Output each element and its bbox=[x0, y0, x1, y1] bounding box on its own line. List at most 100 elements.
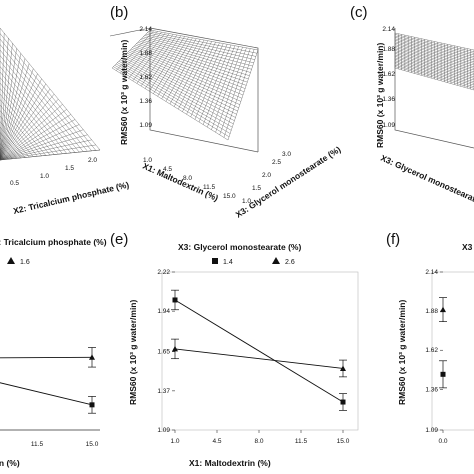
panel-e-x-tick-2: 8.0 bbox=[254, 438, 263, 445]
panel-b-mesh-u-25 bbox=[215, 47, 247, 133]
panel-e-y-tick-3: 1.94 bbox=[157, 308, 170, 315]
panel-c-mesh-v-23 bbox=[394, 66, 474, 89]
panel-b-mesh-v-28 bbox=[111, 67, 229, 141]
panel-b-x-tick-4: 15.0 bbox=[223, 193, 236, 200]
panel-b-mesh-u-26 bbox=[219, 48, 251, 135]
panel-c-x-axis-label: X3: Glycerol monostearate (%) bbox=[379, 153, 474, 212]
panel-c-z-tick-2: 1.62 bbox=[382, 71, 395, 78]
panel-d-legend-title: X2: Tricalcium phosphate (%) bbox=[0, 237, 107, 247]
panel-d-series-1-point-1 bbox=[89, 402, 95, 408]
panel-c-z-tick-3: 1.88 bbox=[382, 46, 395, 53]
panel-d-series-0-line bbox=[0, 356, 93, 359]
panel-b-y-tick-0: 1.0 bbox=[242, 198, 251, 205]
panel-a-x-axis-label: X2: Tricalcium phosphate (%) bbox=[12, 179, 130, 215]
panel-b-mesh-v-14 bbox=[130, 48, 244, 96]
panel-b-y-tick-4: 3.0 bbox=[282, 151, 291, 158]
panel-b-mesh-v-20 bbox=[122, 56, 237, 115]
panel-a-mesh-u-22 bbox=[0, 139, 92, 161]
panel-a-mesh-u-17 bbox=[0, 114, 71, 161]
panel-b-frame-right bbox=[149, 27, 259, 152]
panel-e-x-tick-4: 15.0 bbox=[337, 438, 350, 445]
panel-b-z-tick-1: 1.36 bbox=[139, 98, 152, 105]
panel-a-x-tick-2: 1.5 bbox=[65, 165, 74, 172]
panel-b-y-tick-3: 2.5 bbox=[272, 159, 281, 166]
panel-e-legend-marker-triangle bbox=[272, 257, 280, 264]
panel-c-z-tick-4: 2.14 bbox=[382, 26, 395, 33]
panel-a-x-tick-0: 0.5 bbox=[10, 180, 19, 187]
panel-b-mesh-u-22 bbox=[202, 45, 236, 125]
panel-b-mesh-u-23 bbox=[207, 46, 239, 128]
panel-b-mesh-u-21 bbox=[198, 44, 232, 123]
panel-c-z-axis-label: RMS60 (x 10³ g water/min) bbox=[375, 42, 385, 148]
panel-b-z-tick-3: 1.88 bbox=[139, 50, 152, 57]
panel-b-x-tick-1: 4.5 bbox=[163, 166, 172, 173]
panel-a-mesh-v-12 bbox=[0, 93, 51, 156]
panel-a-x-tick-3: 2.0 bbox=[88, 157, 97, 164]
panel-b-x-axis-label: X1: Maltodextrin (%) bbox=[141, 161, 220, 203]
panel-b-frame-back bbox=[149, 28, 259, 153]
panel-b-z-axis-label: RMS60 (x 10³ g water/min) bbox=[119, 39, 129, 145]
panel-d-x-axis-label: X1: Maltodextrin (%) bbox=[0, 458, 20, 468]
panel-f-series-0-point-0 bbox=[440, 306, 446, 313]
panel-b-x-tick-3: 11.5 bbox=[203, 184, 216, 191]
panel-b-surface: (b) 2.14 1.88 1.62 1.36 1.09 RMS60 (x 10… bbox=[109, 4, 343, 220]
panel-b-mesh-v-18 bbox=[125, 54, 239, 109]
panel-c-surface: (c) 2.14 1.88 1.62 1.36 1.09 RMS60 (x 10… bbox=[350, 4, 474, 212]
panel-b-mesh-v-21 bbox=[121, 58, 236, 118]
panel-f-y-tick-3: 1.88 bbox=[425, 308, 438, 315]
panel-b-mesh-v-17 bbox=[126, 52, 240, 105]
panel-a-mesh-v-13 bbox=[0, 99, 46, 156]
panel-b-y-tick-1: 1.5 bbox=[252, 185, 261, 192]
panel-b-mesh-v-24 bbox=[117, 62, 233, 128]
panel-b-z-tick-0: 1.09 bbox=[139, 122, 152, 129]
panel-b-y-tick-2: 2.0 bbox=[262, 172, 271, 179]
panel-a-surface-mesh bbox=[0, 27, 101, 161]
panel-b-mesh-u-16 bbox=[178, 41, 212, 110]
panel-f-legend-title: X3 bbox=[462, 242, 473, 252]
panel-f-plot-area: 1.091.361.621.882.140.00.5 bbox=[425, 269, 448, 445]
panel-e-interaction-plot: (e) X3: Glycerol monostearate (%) 1.4 2.… bbox=[110, 231, 359, 468]
panel-e-legend-label-0: 1.4 bbox=[223, 259, 233, 266]
panel-a-mesh-v-14 bbox=[0, 104, 42, 156]
panel-b-mesh-u-27 bbox=[223, 49, 255, 138]
panel-b-label: (b) bbox=[110, 4, 128, 21]
panel-e-series-1-point-0 bbox=[172, 345, 178, 352]
panel-b-mesh-v-19 bbox=[124, 55, 238, 112]
panel-c-z-tick-0: 1.09 bbox=[382, 122, 395, 129]
panel-a-mesh-v-23 bbox=[0, 154, 5, 160]
panel-c-label: (c) bbox=[350, 4, 368, 21]
panel-e-series-0-point-0 bbox=[172, 297, 178, 303]
panel-a-mesh-u-21 bbox=[0, 134, 88, 161]
panel-c-surface-mesh bbox=[394, 32, 474, 91]
panel-e-y-tick-2: 1.65 bbox=[157, 349, 170, 356]
panel-b-mesh-u-20 bbox=[194, 44, 228, 120]
panel-a-mesh-v-20 bbox=[0, 137, 17, 159]
panel-b-z-tick-2: 1.62 bbox=[139, 74, 152, 81]
panel-a-mesh-u-14 bbox=[0, 99, 59, 161]
panel-e-x-tick-0: 1.0 bbox=[170, 438, 179, 445]
panel-b-mesh-v-22 bbox=[120, 59, 235, 121]
panel-f-x-tick-0: 0.0 bbox=[438, 438, 447, 445]
panel-b-mesh-u-15 bbox=[173, 40, 209, 107]
panel-f-label: (f) bbox=[386, 231, 400, 248]
panel-f-y-tick-1: 1.36 bbox=[425, 386, 438, 393]
panel-b-x-tick-2: 8.0 bbox=[183, 175, 192, 182]
panel-d-series-0-point-1 bbox=[89, 354, 95, 360]
panel-d-x-tick-0: 11.5 bbox=[31, 441, 44, 448]
panel-e-x-tick-1: 4.5 bbox=[212, 438, 221, 445]
panel-e-series-0-line bbox=[174, 299, 344, 403]
panel-b-z-tick-4: 2.14 bbox=[139, 26, 152, 33]
panel-c-z-tick-1: 1.36 bbox=[382, 96, 395, 103]
panel-b-mesh-v-27 bbox=[113, 66, 230, 137]
panel-d-interaction-plot: X2: Tricalcium phosphate (%) 1.6 11.5 15… bbox=[0, 237, 107, 468]
panel-b-mesh-u-17 bbox=[182, 42, 216, 112]
panel-b-mesh-u-24 bbox=[211, 47, 243, 130]
panel-a-axis-line bbox=[0, 149, 101, 161]
panel-e-plot-area: 1.09 1.37 1.65 1.94 2.22 1.0 4.5 8.0 11.5 15.0 bbox=[157, 269, 349, 445]
panel-f-y-axis-label: RMS60 (x 10³ g water/min) bbox=[397, 299, 407, 405]
panel-a-mesh-u-23 bbox=[0, 144, 96, 161]
panel-d-legend-label-0: 1.6 bbox=[20, 259, 30, 266]
panel-b-mesh-v-25 bbox=[115, 63, 232, 131]
panel-f-y-tick-2: 1.62 bbox=[425, 347, 438, 354]
